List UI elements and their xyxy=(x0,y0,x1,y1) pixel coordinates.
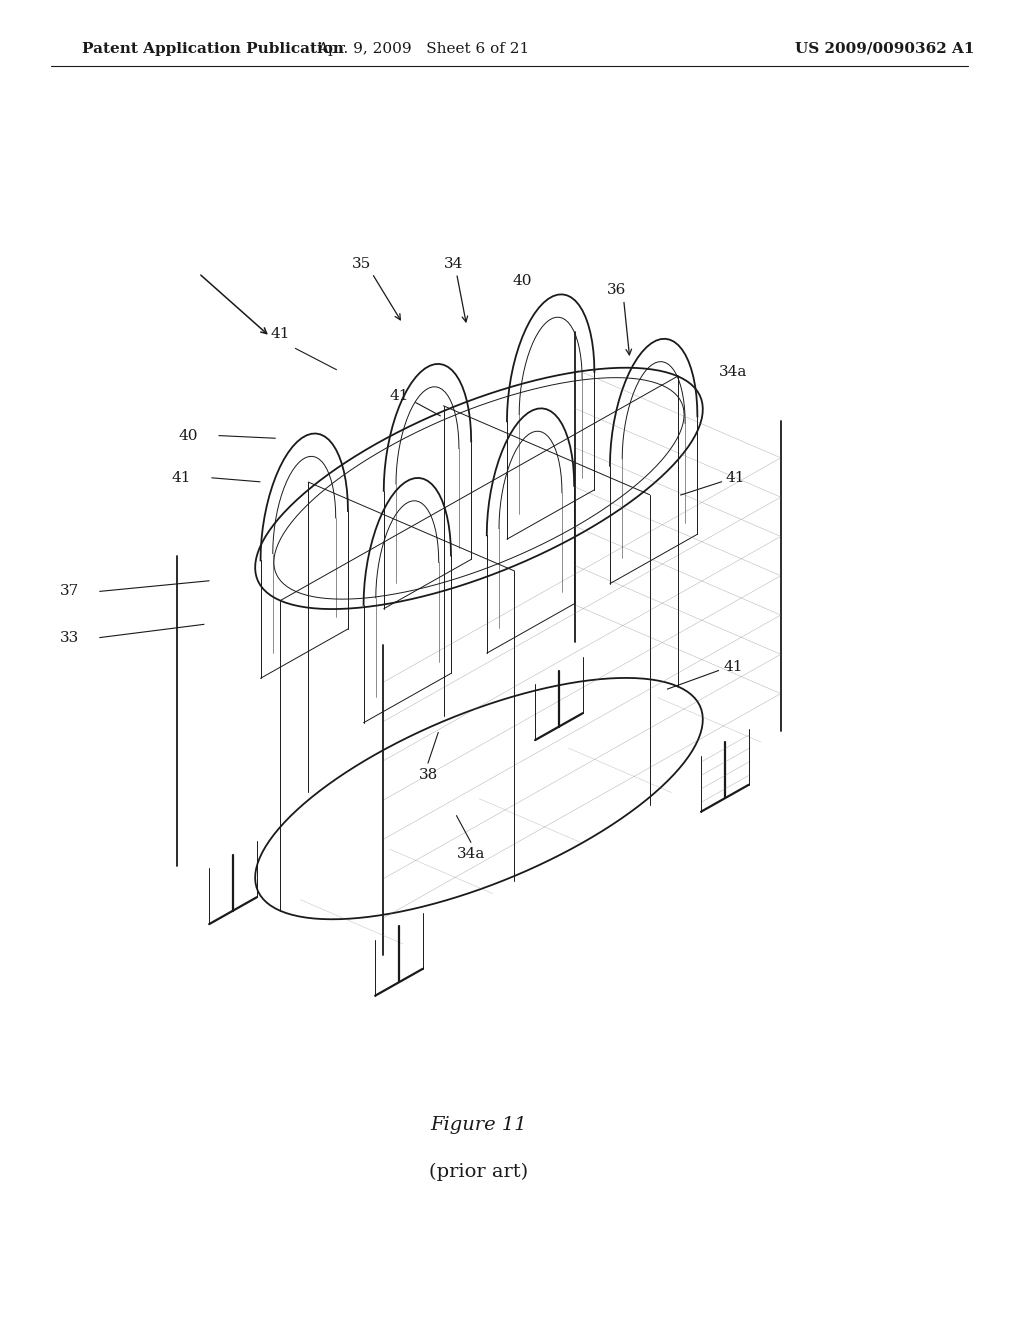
Text: 33: 33 xyxy=(59,631,79,644)
Text: 41: 41 xyxy=(724,660,743,673)
Text: 34: 34 xyxy=(443,256,463,271)
Text: Figure 11: Figure 11 xyxy=(431,1115,527,1134)
Text: Patent Application Publication: Patent Application Publication xyxy=(82,42,343,55)
Text: US 2009/0090362 A1: US 2009/0090362 A1 xyxy=(795,42,975,55)
Text: 41: 41 xyxy=(726,471,745,484)
Text: 34a: 34a xyxy=(457,847,485,862)
Text: 37: 37 xyxy=(59,585,79,598)
Text: 40: 40 xyxy=(512,273,531,288)
Text: (prior art): (prior art) xyxy=(429,1163,528,1181)
Text: 36: 36 xyxy=(607,282,627,297)
Text: 41: 41 xyxy=(390,389,410,403)
Text: 35: 35 xyxy=(352,256,372,271)
Text: Apr. 9, 2009   Sheet 6 of 21: Apr. 9, 2009 Sheet 6 of 21 xyxy=(316,42,529,55)
Text: 34a: 34a xyxy=(719,366,746,379)
Text: 38: 38 xyxy=(419,768,437,783)
Text: 41: 41 xyxy=(270,326,290,341)
Text: 41: 41 xyxy=(172,471,191,484)
Text: 40: 40 xyxy=(179,429,199,442)
